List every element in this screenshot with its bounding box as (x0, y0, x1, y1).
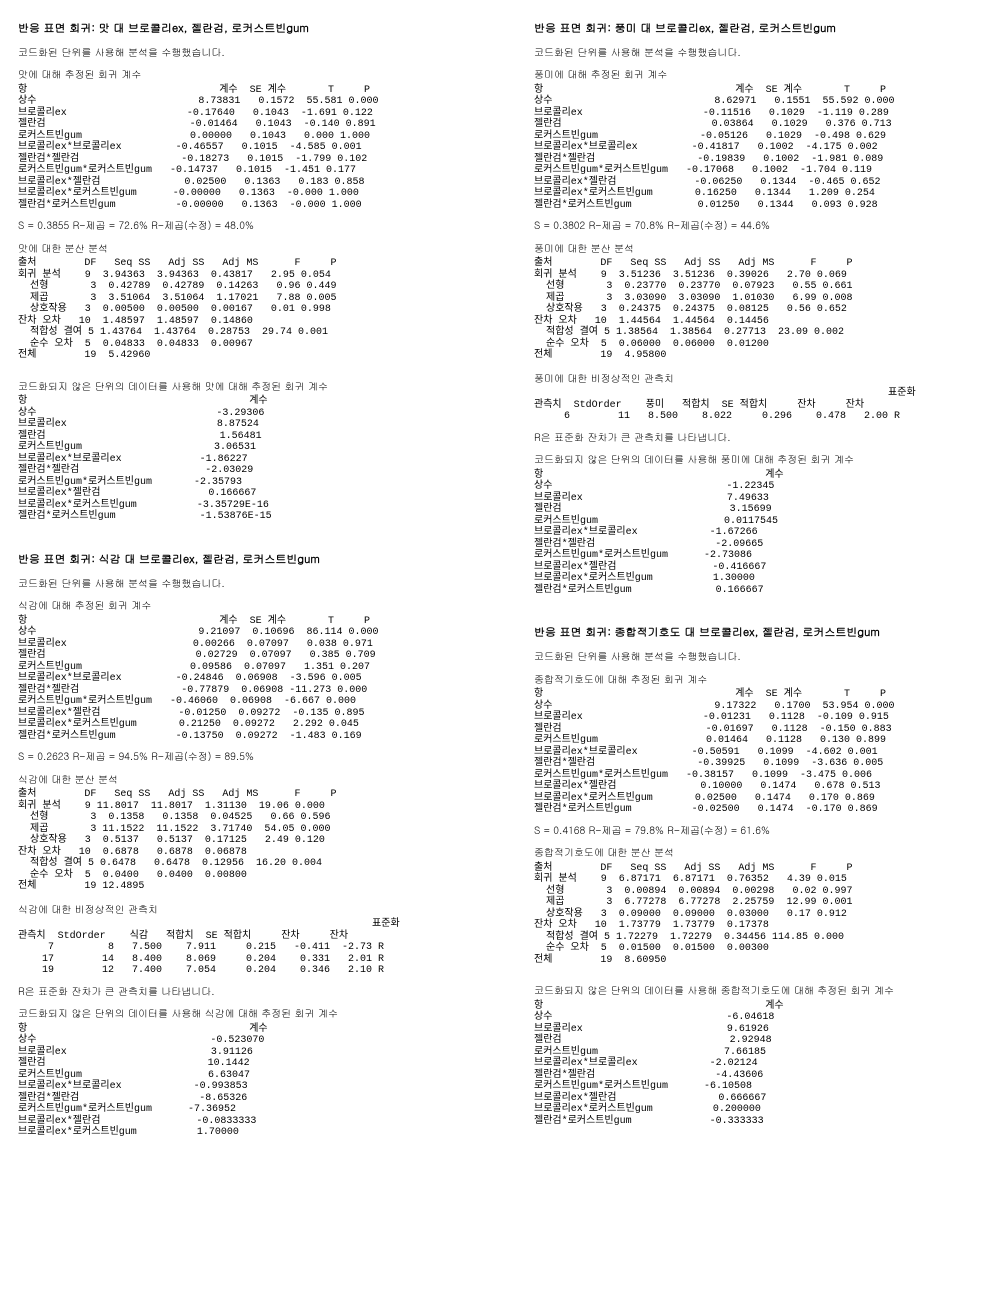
section-flavor: 반응 표면 회귀: 풍미 대 브로콜리ex, 젤란검, 로커스트빈gum 코드화… (534, 22, 990, 596)
residual-note: R은 표준화 잔차가 큰 관측치를 나타냅니다. (534, 431, 990, 444)
anova-table: 출처 DF Seq SS Adj SS Adj MS F P 회귀 분석 9 6… (534, 863, 990, 967)
heading-uncoded: 코드화되지 않은 단위의 데이터를 사용해 풍미에 대해 추정된 회귀 계수 (534, 453, 990, 466)
coef-table: 항 계수 SE 계수 T P 상수 9.17322 0.1700 53.954 … (534, 689, 990, 816)
heading-unusual: 풍미에 대한 비정상적인 관측치 (534, 372, 990, 385)
section-texture: 반응 표면 회귀: 식감 대 브로콜리ex, 젤란검, 로커스트빈gum 코드화… (18, 553, 474, 1139)
heading-anova: 풍미에 대한 분산 분석 (534, 242, 990, 255)
heading-uncoded: 코드화되지 않은 단위의 데이터를 사용해 맛에 대해 추정된 회귀 계수 (18, 380, 474, 393)
title-texture: 반응 표면 회귀: 식감 대 브로콜리ex, 젤란검, 로커스트빈gum (18, 553, 474, 567)
coef-table: 항 계수 SE 계수 T P 상수 8.62971 0.1551 55.592 … (534, 85, 990, 212)
coded-note: 코드화된 단위를 사용해 분석을 수행했습니다. (18, 46, 474, 59)
left-column: 반응 표면 회귀: 맛 대 브로콜리ex, 젤란검, 로커스트빈gum 코드화된… (18, 16, 474, 1167)
heading-coef: 맛에 대해 추정된 회귀 계수 (18, 68, 474, 81)
title-overall: 반응 표면 회귀: 종합적기호도 대 브로콜리ex, 젤란검, 로커스트빈gum (534, 626, 990, 640)
heading-unusual: 식감에 대한 비정상적인 관측치 (18, 903, 474, 916)
coef-table: 항 계수 SE 계수 T P 상수 8.73831 0.1572 55.581 … (18, 85, 474, 212)
coded-note: 코드화된 단위를 사용해 분석을 수행했습니다. (534, 46, 990, 59)
right-column: 반응 표면 회귀: 풍미 대 브로콜리ex, 젤란검, 로커스트빈gum 코드화… (534, 16, 990, 1167)
uncoded-coef-table: 항 계수 상수 -1.22345 브로콜리ex 7.49633 젤란검 3.15… (534, 470, 990, 597)
heading-anova: 식감에 대한 분산 분석 (18, 773, 474, 786)
model-summary: S = 0.4168 R-제곱 = 79.8% R-제곱(수정) = 61.6% (534, 824, 990, 837)
title-taste: 반응 표면 회귀: 맛 대 브로콜리ex, 젤란검, 로커스트빈gum (18, 22, 474, 36)
model-summary: S = 0.2623 R-제곱 = 94.5% R-제곱(수정) = 89.5% (18, 750, 474, 763)
uncoded-coef-table: 항 계수 상수 -3.29306 브로콜리ex 8.87524 젤란검 1.56… (18, 396, 474, 523)
anova-table: 출처 DF Seq SS Adj SS Adj MS F P 회귀 분석 9 3… (534, 258, 990, 362)
section-taste: 반응 표면 회귀: 맛 대 브로콜리ex, 젤란검, 로커스트빈gum 코드화된… (18, 22, 474, 523)
heading-anova: 종합적기호도에 대한 분산 분석 (534, 846, 990, 859)
uncoded-coef-table: 항 계수 상수 -6.04618 브로콜리ex 9.61926 젤란검 2.92… (534, 1001, 990, 1128)
heading-coef: 풍미에 대해 추정된 회귀 계수 (534, 68, 990, 81)
uncoded-coef-table: 항 계수 상수 -0.523070 브로콜리ex 3.91126 젤란검 10.… (18, 1024, 474, 1139)
model-summary: S = 0.3802 R-제곱 = 70.8% R-제곱(수정) = 44.6% (534, 219, 990, 232)
unusual-table: 표준화 관측치 StdOrder 식감 적합치 SE 적합치 잔차 잔차 7 8… (18, 919, 474, 977)
coef-table: 항 계수 SE 계수 T P 상수 9.21097 0.10696 86.114… (18, 616, 474, 743)
anova-table: 출처 DF Seq SS Adj SS Adj MS F P 회귀 분석 9 3… (18, 258, 474, 362)
heading-anova: 맛에 대한 분산 분석 (18, 242, 474, 255)
two-column-layout: 반응 표면 회귀: 맛 대 브로콜리ex, 젤란검, 로커스트빈gum 코드화된… (18, 16, 990, 1167)
heading-coef: 식감에 대해 추정된 회귀 계수 (18, 599, 474, 612)
model-summary: S = 0.3855 R-제곱 = 72.6% R-제곱(수정) = 48.0% (18, 219, 474, 232)
heading-uncoded: 코드화되지 않은 단위의 데이터를 사용해 식감에 대해 추정된 회귀 계수 (18, 1007, 474, 1020)
residual-note: R은 표준화 잔차가 큰 관측치를 나타냅니다. (18, 985, 474, 998)
heading-uncoded: 코드화되지 않은 단위의 데이터를 사용해 종합적기호도에 대해 추정된 회귀 … (534, 984, 990, 997)
unusual-table: 표준화 관측치 StdOrder 풍미 적합치 SE 적합치 잔차 잔차 6 1… (534, 388, 990, 423)
coded-note: 코드화된 단위를 사용해 분석을 수행했습니다. (18, 577, 474, 590)
section-overall: 반응 표면 회귀: 종합적기호도 대 브로콜리ex, 젤란검, 로커스트빈gum… (534, 626, 990, 1127)
coded-note: 코드화된 단위를 사용해 분석을 수행했습니다. (534, 650, 990, 663)
heading-coef: 종합적기호도에 대해 추정된 회귀 계수 (534, 673, 990, 686)
anova-table: 출처 DF Seq SS Adj SS Adj MS F P 회귀 분석 9 1… (18, 789, 474, 893)
title-flavor: 반응 표면 회귀: 풍미 대 브로콜리ex, 젤란검, 로커스트빈gum (534, 22, 990, 36)
